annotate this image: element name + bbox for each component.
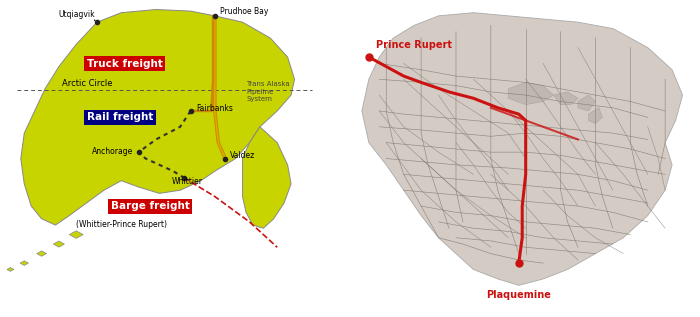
- Polygon shape: [589, 108, 603, 124]
- Text: (Whittier-Prince Rupert): (Whittier-Prince Rupert): [76, 220, 167, 229]
- Polygon shape: [508, 82, 554, 105]
- Polygon shape: [21, 10, 295, 225]
- Text: Truck freight: Truck freight: [87, 59, 162, 68]
- Polygon shape: [578, 95, 596, 111]
- Polygon shape: [242, 127, 291, 228]
- Polygon shape: [20, 261, 29, 265]
- Text: Utqiagvik: Utqiagvik: [59, 10, 95, 19]
- Text: Rail freight: Rail freight: [87, 113, 153, 122]
- Text: Anchorage: Anchorage: [92, 147, 134, 156]
- Polygon shape: [7, 268, 14, 271]
- Text: Plaquemine: Plaquemine: [486, 290, 551, 300]
- Polygon shape: [36, 251, 46, 256]
- Text: Barge freight: Barge freight: [111, 201, 190, 211]
- Text: Prince Rupert: Prince Rupert: [376, 40, 452, 49]
- Text: Whittier: Whittier: [172, 177, 202, 186]
- Polygon shape: [53, 241, 64, 247]
- Polygon shape: [362, 13, 682, 285]
- Text: Arctic Circle: Arctic Circle: [62, 79, 113, 87]
- Text: Prudhoe Bay: Prudhoe Bay: [220, 7, 268, 16]
- Text: Fairbanks: Fairbanks: [196, 104, 232, 113]
- Polygon shape: [554, 92, 578, 105]
- Text: •: •: [92, 18, 95, 23]
- Text: Trans Alaska
Pipeline
System: Trans Alaska Pipeline System: [246, 81, 290, 102]
- Polygon shape: [69, 231, 83, 238]
- Text: Valdez: Valdez: [230, 152, 256, 160]
